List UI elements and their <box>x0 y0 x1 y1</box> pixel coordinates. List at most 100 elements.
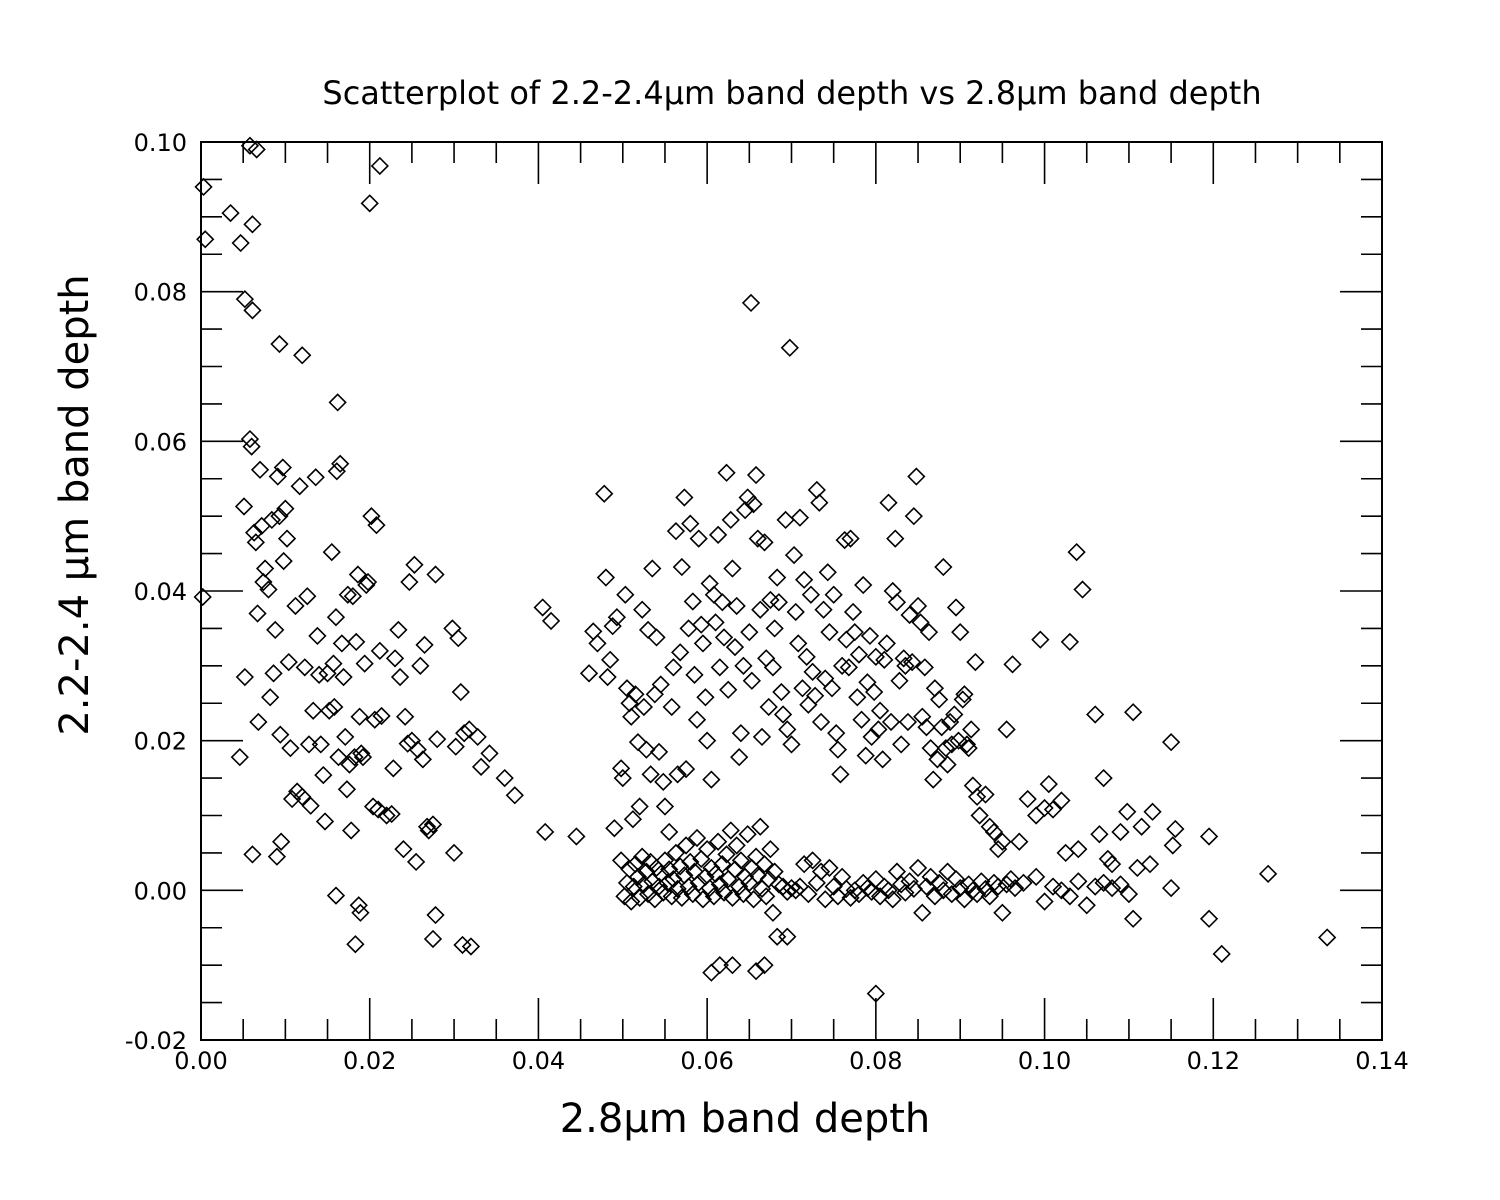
x-tick-label: 0.10 <box>1018 1047 1071 1075</box>
data-point <box>735 501 755 520</box>
data-point <box>449 629 468 648</box>
data-point <box>828 740 848 759</box>
data-point <box>363 797 383 816</box>
data-point <box>360 194 379 213</box>
data-point <box>651 675 670 694</box>
data-point <box>727 836 746 855</box>
data-point <box>811 712 831 732</box>
data-point <box>976 785 995 804</box>
data-point <box>235 667 254 687</box>
data-point <box>704 887 724 906</box>
data-point <box>698 731 717 750</box>
data-point <box>1052 791 1071 810</box>
y-tick-label: 0.04 <box>134 578 187 606</box>
data-point <box>693 890 713 909</box>
data-point <box>274 551 293 571</box>
data-point <box>751 817 770 836</box>
data-point <box>595 484 614 503</box>
data-point <box>666 522 686 541</box>
data-point <box>890 671 909 690</box>
data-point <box>533 598 552 617</box>
data-point <box>822 679 842 698</box>
data-point <box>759 697 778 717</box>
data-point <box>778 882 797 901</box>
data-point <box>713 593 732 612</box>
x-tick-label: 0.02 <box>343 1047 396 1075</box>
data-point <box>638 884 658 904</box>
data-point <box>803 662 822 681</box>
data-point <box>929 873 949 892</box>
data-point <box>1118 802 1137 821</box>
data-point <box>879 881 898 900</box>
data-point <box>843 602 863 622</box>
data-point <box>290 477 309 496</box>
data-point <box>816 890 835 909</box>
data-point <box>702 858 721 878</box>
data-point <box>389 620 408 640</box>
data-point <box>671 857 690 876</box>
data-point <box>311 735 330 754</box>
data-point <box>908 596 928 616</box>
data-point <box>230 747 249 767</box>
data-point <box>660 822 679 842</box>
data-point <box>738 825 757 844</box>
data-point <box>852 710 871 729</box>
data-point <box>810 493 829 512</box>
data-point <box>415 635 434 655</box>
data-point <box>841 529 860 548</box>
data-point <box>1027 806 1046 825</box>
data-point <box>717 463 736 482</box>
data-point <box>759 869 778 889</box>
data-point <box>751 600 770 619</box>
data-point <box>279 652 298 672</box>
data-point <box>267 847 287 866</box>
data-point <box>768 927 787 946</box>
data-point <box>567 827 586 846</box>
data-point <box>1086 705 1105 724</box>
data-point <box>706 613 725 632</box>
data-point <box>799 884 818 904</box>
data-point <box>353 747 373 767</box>
data-point <box>628 733 648 752</box>
data-point <box>936 739 956 758</box>
data-point <box>865 682 884 702</box>
data-point <box>967 884 987 904</box>
data-point <box>628 867 648 886</box>
data-point <box>1069 840 1088 859</box>
data-point <box>769 593 788 612</box>
data-point <box>615 887 634 906</box>
data-point <box>795 570 814 589</box>
data-point <box>997 875 1016 894</box>
data-point <box>776 510 795 530</box>
data-point <box>352 744 371 763</box>
data-point <box>675 488 694 507</box>
data-point <box>818 563 837 582</box>
data-point <box>993 832 1012 851</box>
data-point <box>334 667 353 687</box>
data-point <box>989 840 1008 859</box>
data-point <box>1102 855 1122 874</box>
data-point <box>384 759 403 778</box>
y-tick-label: 0.00 <box>134 877 187 905</box>
data-point <box>350 707 369 726</box>
data-point <box>824 585 843 604</box>
data-point <box>741 293 761 313</box>
data-point <box>193 587 212 607</box>
data-point <box>951 623 970 642</box>
data-point <box>505 786 524 805</box>
data-point <box>1124 703 1143 722</box>
data-point <box>849 645 869 664</box>
data-point <box>710 875 729 894</box>
data-point <box>243 301 262 320</box>
data-point <box>633 600 652 619</box>
data-point <box>953 690 972 709</box>
data-point <box>723 888 742 907</box>
data-point <box>645 685 664 704</box>
data-point <box>746 962 766 981</box>
data-point <box>264 664 283 683</box>
data-point <box>1067 542 1086 562</box>
data-point <box>301 796 320 815</box>
data-point <box>731 851 751 870</box>
data-point <box>607 608 627 627</box>
data-point <box>1014 873 1033 892</box>
